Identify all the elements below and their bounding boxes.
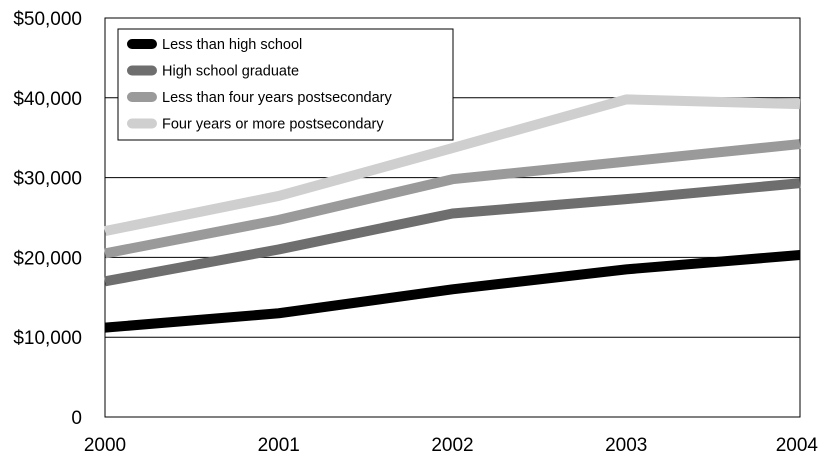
y-tick-label: $30,000 xyxy=(13,169,82,190)
x-tick-label: 2004 xyxy=(776,435,819,456)
y-axis-labels: 0 $10,000 $20,000 $30,000 $40,000 $50,000 xyxy=(13,9,82,429)
legend-label: Less than high school xyxy=(162,37,302,53)
x-tick-label: 2002 xyxy=(431,435,473,456)
legend-box xyxy=(117,28,454,141)
series-lines xyxy=(104,94,801,333)
y-tick-label: $20,000 xyxy=(13,248,82,269)
plot-area xyxy=(104,17,801,418)
series-line-3 xyxy=(104,139,801,259)
y-tick-label: $10,000 xyxy=(13,328,82,349)
x-tick-label: 2003 xyxy=(605,435,647,456)
x-axis-labels: 2000 2001 2002 2003 2004 xyxy=(84,435,819,456)
y-tick-label: 0 xyxy=(71,408,82,429)
y-tick-label: $50,000 xyxy=(13,9,82,30)
legend-label: Four years or more postsecondary xyxy=(162,117,384,133)
x-tick-label: 2001 xyxy=(258,435,300,456)
x-tick-label: 2000 xyxy=(84,435,126,456)
legend: Less than high school High school graduat… xyxy=(117,28,454,141)
legend-label: High school graduate xyxy=(162,64,299,80)
legend-label: Less than four years postsecondary xyxy=(162,90,392,106)
y-tick-label: $40,000 xyxy=(13,89,82,110)
